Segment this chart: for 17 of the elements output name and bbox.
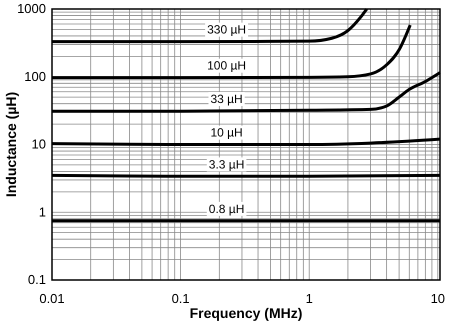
- x-axis-title: Frequency (MHz): [190, 305, 302, 321]
- x-tick-label: 1: [306, 291, 313, 306]
- series-label: 10 µH: [210, 126, 243, 140]
- y-tick-label: 0.1: [28, 272, 46, 288]
- x-tick-label: 10: [430, 291, 446, 306]
- y-tick-label: 1000: [17, 1, 46, 16]
- y-tick-label: 10: [32, 136, 46, 152]
- series-label: 330 µH: [207, 22, 246, 37]
- x-tick-label: 0.01: [39, 291, 65, 306]
- series-label: 33 µH: [210, 92, 243, 106]
- x-tick-label: 0.1: [172, 291, 190, 306]
- series-label: 3.3 µH: [208, 157, 244, 172]
- series-label: 100 µH: [207, 58, 246, 73]
- series-label: 0.8 µH: [208, 202, 244, 216]
- y-axis-title: Inductance (µH): [3, 92, 19, 198]
- y-tick-label: 1: [38, 204, 46, 220]
- y-tick-label: 100: [24, 68, 46, 84]
